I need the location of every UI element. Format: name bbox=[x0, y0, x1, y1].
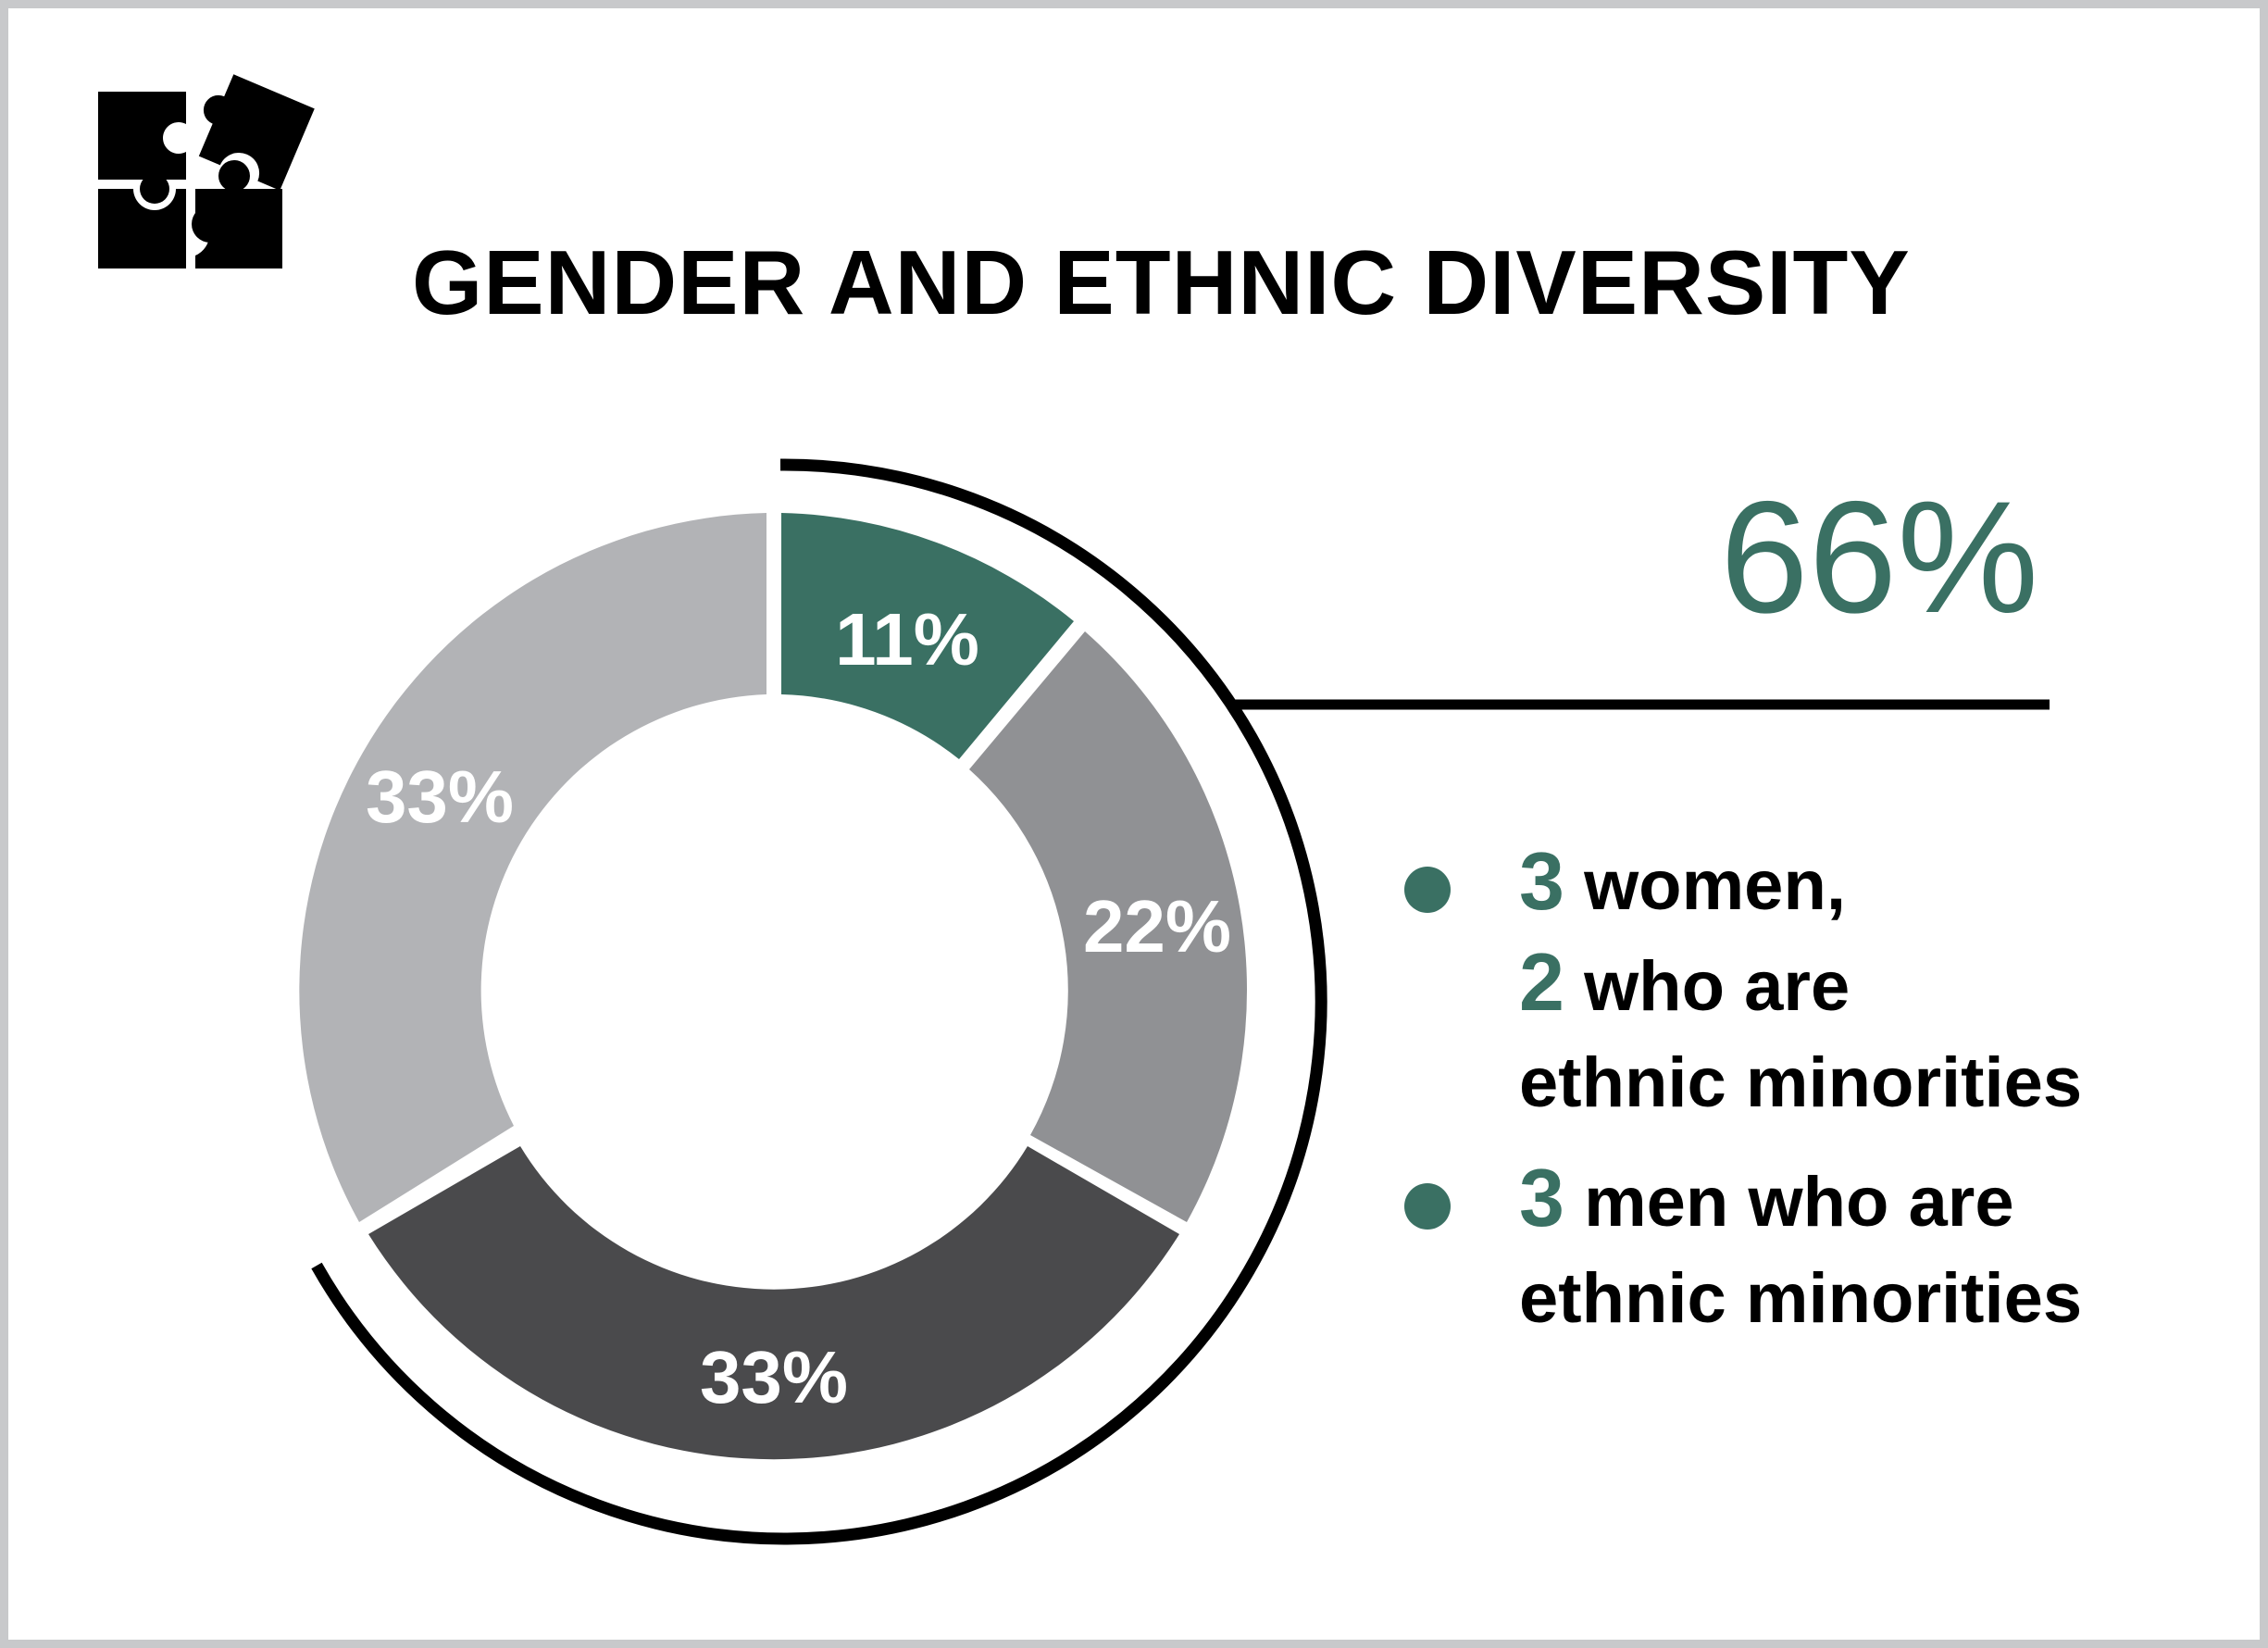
highlight-percentage: 66% bbox=[1720, 468, 2039, 646]
bullet-icon bbox=[1404, 867, 1451, 913]
legend-line: 3 women, bbox=[1519, 835, 1846, 927]
legend-line: ethnic minorities bbox=[1519, 1043, 2083, 1122]
legend: 3 women, 2 who are ethnic minorities 3 m… bbox=[1393, 833, 2226, 1347]
segment-11pct bbox=[781, 513, 1074, 759]
page-title: GENDER AND ETHNIC DIVERSITY bbox=[412, 231, 1911, 333]
legend-line: 2 who are bbox=[1519, 936, 1851, 1028]
legend-item-men: 3 men who are ethnic minorities bbox=[1393, 1150, 2226, 1347]
segment-22pct bbox=[969, 631, 1248, 1222]
legend-item-women: 3 women, 2 who are ethnic minorities bbox=[1393, 833, 2226, 1131]
segment-33pct-dark bbox=[368, 1146, 1179, 1460]
segment-33pct-light bbox=[299, 513, 766, 1222]
bracket-arc bbox=[311, 458, 1327, 1545]
label-33pct-dark: 33% bbox=[700, 1336, 848, 1418]
label-22pct: 22% bbox=[1083, 885, 1231, 968]
puzzle-pieces-icon bbox=[98, 74, 315, 268]
legend-line: 3 men who are bbox=[1519, 1152, 2014, 1243]
legend-line: ethnic minorities bbox=[1519, 1259, 2083, 1338]
label-11pct: 11% bbox=[835, 598, 979, 680]
bullet-icon bbox=[1404, 1183, 1451, 1230]
label-33pct-light: 33% bbox=[366, 755, 514, 838]
